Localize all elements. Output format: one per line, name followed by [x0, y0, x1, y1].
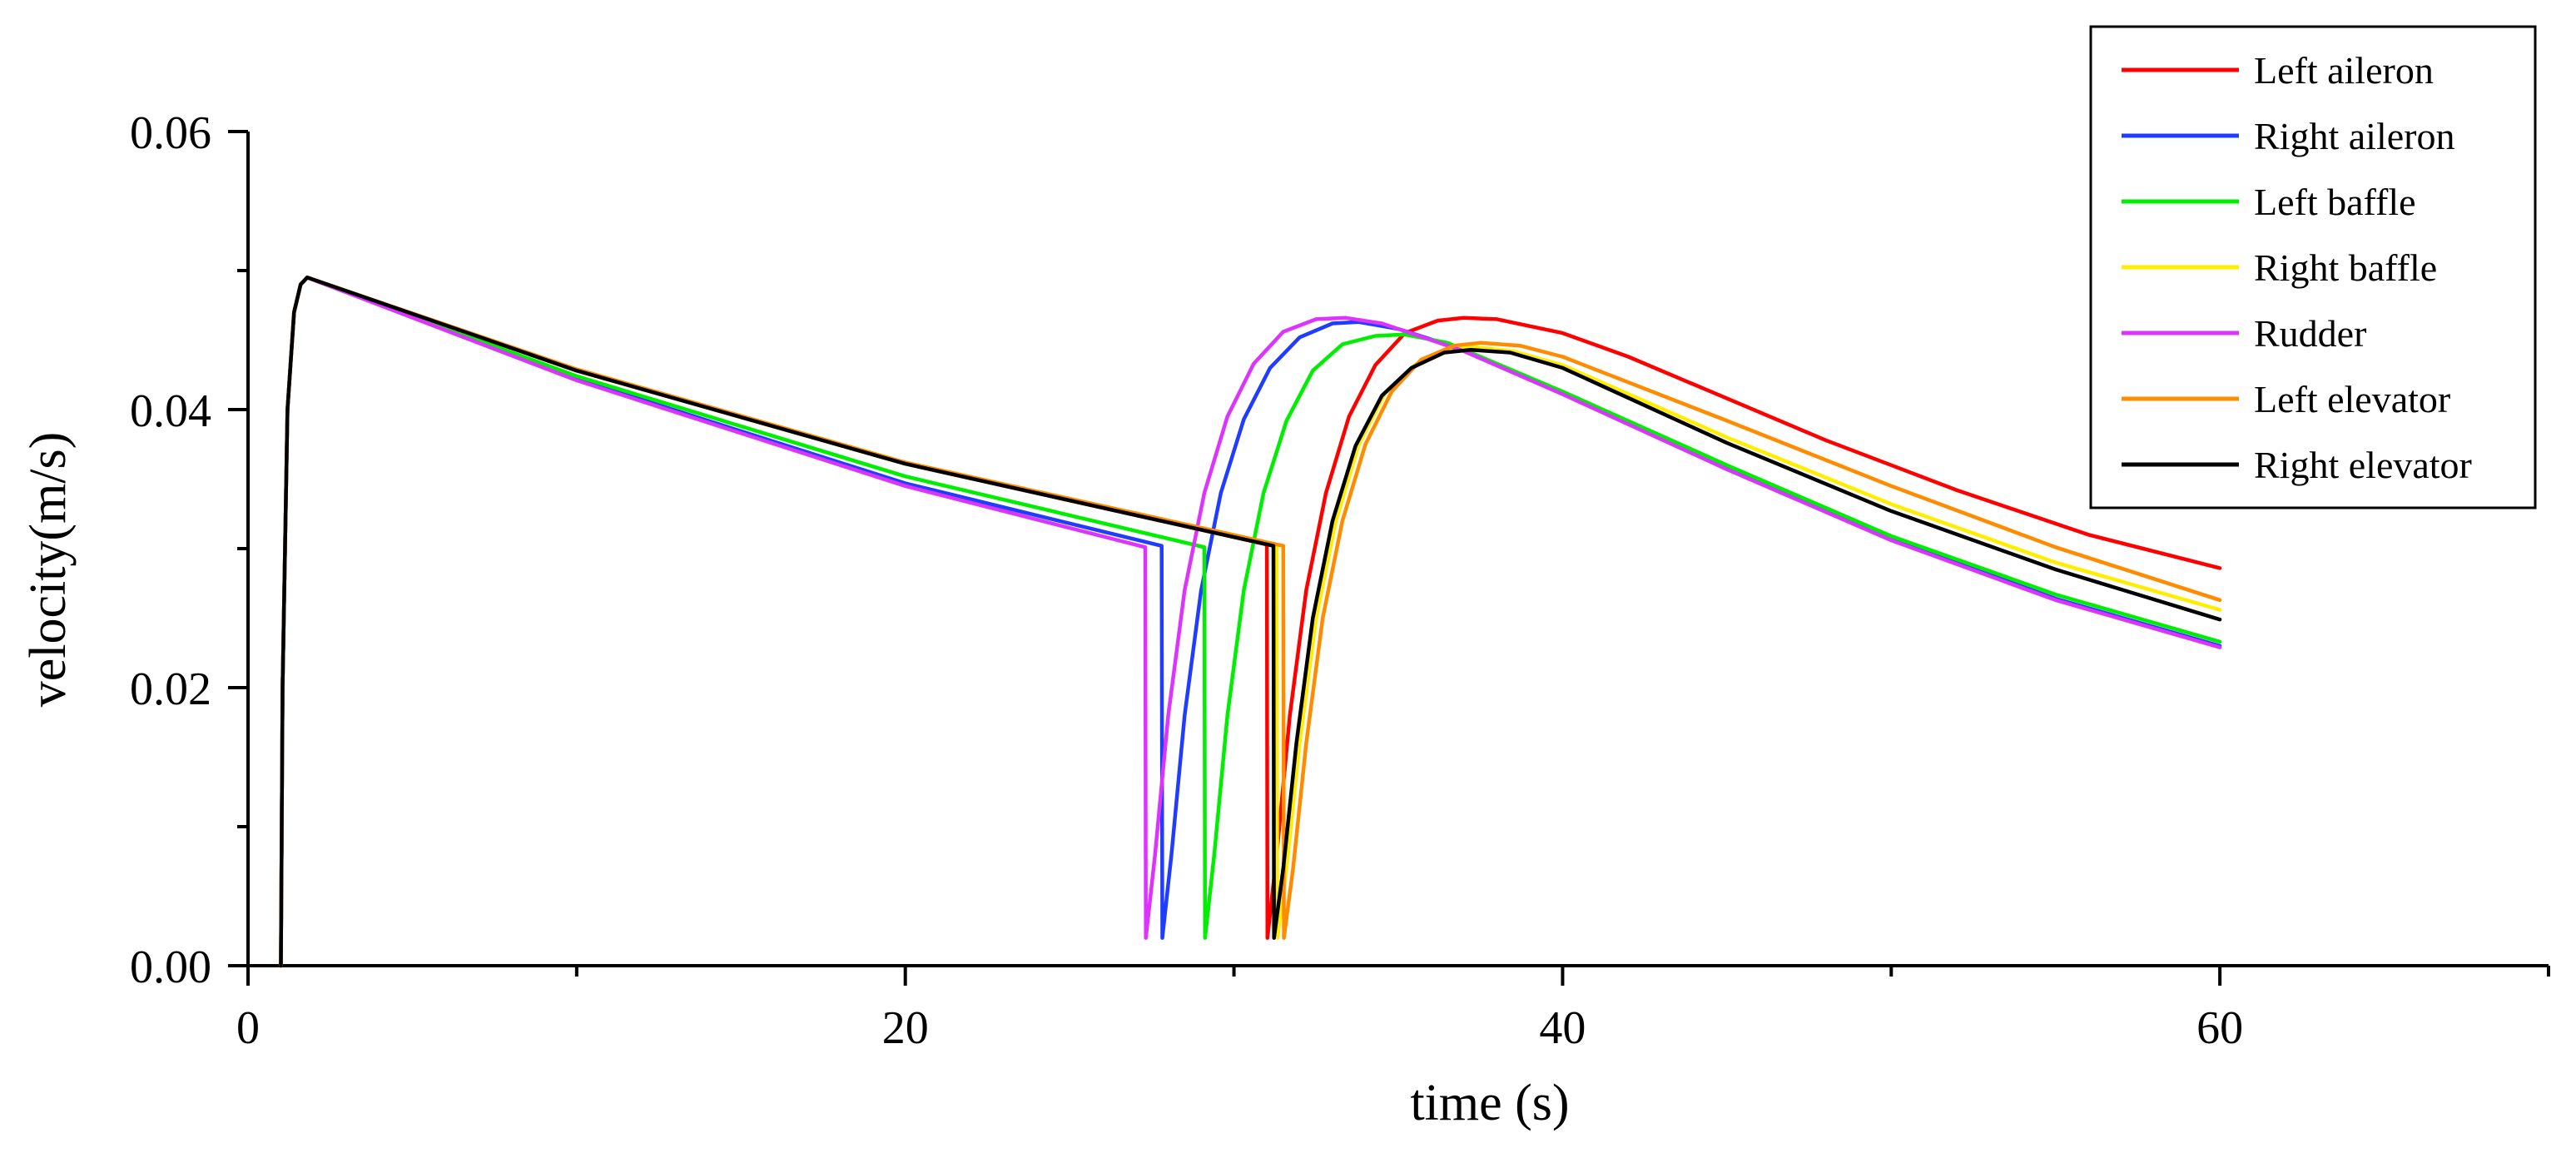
- series-line-left-aileron: [279, 276, 2222, 968]
- series-lines: [279, 276, 2222, 968]
- x-tick-label: 60: [2196, 1002, 2243, 1054]
- y-tick-label: 0.06: [130, 107, 211, 159]
- x-axis-title: time (s): [1410, 1075, 1569, 1131]
- series-line-rudder: [279, 276, 2222, 968]
- legend-label: Right baffle: [2254, 246, 2437, 289]
- y-tick-label: 0.02: [130, 664, 211, 715]
- legend-label: Rudder: [2254, 312, 2366, 355]
- y-axis-title: velocity(m/s): [20, 432, 77, 708]
- legend-label: Left baffle: [2254, 181, 2416, 223]
- legend-label: Right elevator: [2254, 444, 2472, 486]
- legend-label: Left aileron: [2254, 49, 2434, 92]
- series-line-left-baffle: [279, 276, 2222, 968]
- series-line-right-aileron: [279, 276, 2222, 968]
- series-line-right-elevator: [279, 276, 2222, 968]
- x-tick-label: 20: [882, 1002, 929, 1054]
- series-line-left-elevator: [279, 276, 2222, 968]
- series-line-right-baffle: [279, 276, 2222, 968]
- legend-label: Left elevator: [2254, 378, 2450, 420]
- y-tick-label: 0.04: [130, 385, 211, 437]
- axes: 0 20 40 60 0.00 0.02 0.04 0.06 time (s) velocity(…: [20, 107, 2550, 1131]
- y-tick-label: 0.00: [130, 942, 211, 993]
- x-tick-label: 0: [236, 1002, 260, 1054]
- legend-label: Right aileron: [2254, 115, 2454, 157]
- legend: Left aileron Right aileron Left baffle Righ…: [2089, 25, 2537, 509]
- x-tick-label: 40: [1539, 1002, 1586, 1054]
